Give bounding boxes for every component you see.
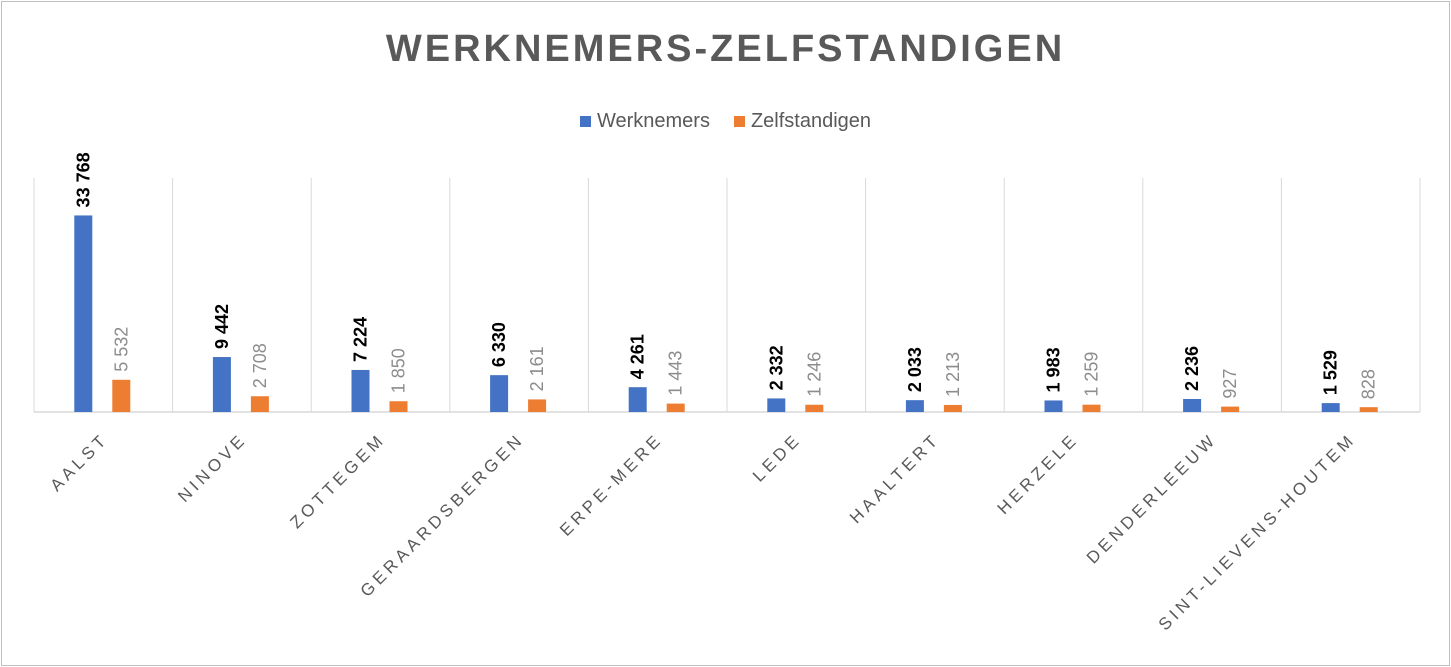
bar-zelfstandigen-aalst <box>112 379 131 412</box>
bar-zelfstandigen-herzele <box>1082 404 1101 412</box>
bar-werknemers-herzele <box>1044 400 1063 412</box>
data-label-werknemers: 9 442 <box>212 304 232 349</box>
bar-werknemers-aalst <box>74 215 93 412</box>
bar-werknemers-haaltert <box>905 400 924 412</box>
bar-werknemers-geraardsbergen <box>490 375 509 412</box>
bar-zelfstandigen-zottegem <box>389 401 408 412</box>
legend-label-werknemers: Werknemers <box>596 110 710 132</box>
legend-item-werknemers: Werknemers <box>579 110 710 133</box>
data-label-zelfstandigen: 1 259 <box>1082 352 1102 397</box>
bar-werknemers-ninove <box>212 357 231 412</box>
bar-werknemers-zottegem <box>351 369 370 412</box>
legend-swatch-werknemers <box>579 116 591 127</box>
data-label-werknemers: 4 261 <box>628 334 648 379</box>
data-label-zelfstandigen: 5 532 <box>111 327 131 372</box>
data-label-werknemers: 1 529 <box>1321 350 1341 395</box>
bar-werknemers-erpe-mere <box>628 387 647 412</box>
x-tick-label: AALST <box>46 429 112 495</box>
bar-zelfstandigen-ninove <box>250 396 269 412</box>
data-label-zelfstandigen: 1 246 <box>804 352 824 397</box>
bar-zelfstandigen-erpe-mere <box>666 403 685 412</box>
legend-label-zelfstandigen: Zelfstandigen <box>750 110 872 132</box>
data-label-zelfstandigen: 2 708 <box>250 343 270 388</box>
legend-swatch-zelfstandigen <box>733 116 745 127</box>
chart-title: WERKNEMERS-ZELFSTANDIGEN <box>385 28 1066 70</box>
bar-zelfstandigen-haaltert <box>943 404 962 412</box>
bar-zelfstandigen-geraardsbergen <box>528 399 547 412</box>
data-label-werknemers: 7 224 <box>351 317 371 362</box>
x-tick-label: NINOVE <box>174 429 251 506</box>
x-tick-label: ERPE-MERE <box>556 429 666 539</box>
data-label-werknemers: 1 983 <box>1044 347 1064 392</box>
bar-zelfstandigen-lede <box>805 404 824 412</box>
data-label-zelfstandigen: 1 850 <box>389 348 409 393</box>
x-tick-label: DENDERLEEUW <box>1083 429 1221 567</box>
x-tick-label: GERAARDSBERGEN <box>357 429 528 600</box>
data-label-zelfstandigen: 1 213 <box>943 352 963 397</box>
x-tick-label: HAALTERT <box>846 429 944 527</box>
x-tick-label: LEDE <box>749 429 805 485</box>
bar-zelfstandigen-sint-lievens-houtem <box>1359 407 1378 412</box>
legend-item-zelfstandigen: Zelfstandigen <box>733 110 872 133</box>
data-label-werknemers: 2 332 <box>766 345 786 390</box>
x-tick-label: ZOTTEGEM <box>286 429 389 532</box>
x-tick-label: HERZELE <box>994 429 1083 518</box>
data-label-zelfstandigen: 927 <box>1220 369 1240 399</box>
bar-zelfstandigen-denderleeuw <box>1221 406 1240 412</box>
data-label-zelfstandigen: 1 443 <box>666 351 686 396</box>
bar-werknemers-lede <box>767 398 786 412</box>
bar-werknemers-denderleeuw <box>1183 398 1202 412</box>
data-label-werknemers: 33 768 <box>73 152 93 207</box>
data-label-werknemers: 6 330 <box>489 322 509 367</box>
bar-werknemers-sint-lievens-houtem <box>1321 403 1340 412</box>
legend: Werknemers Zelfstandigen <box>0 110 1451 133</box>
data-label-zelfstandigen: 828 <box>1359 369 1379 399</box>
data-label-werknemers: 2 236 <box>1182 346 1202 391</box>
data-label-werknemers: 2 033 <box>905 347 925 392</box>
data-label-zelfstandigen: 2 161 <box>527 346 547 391</box>
